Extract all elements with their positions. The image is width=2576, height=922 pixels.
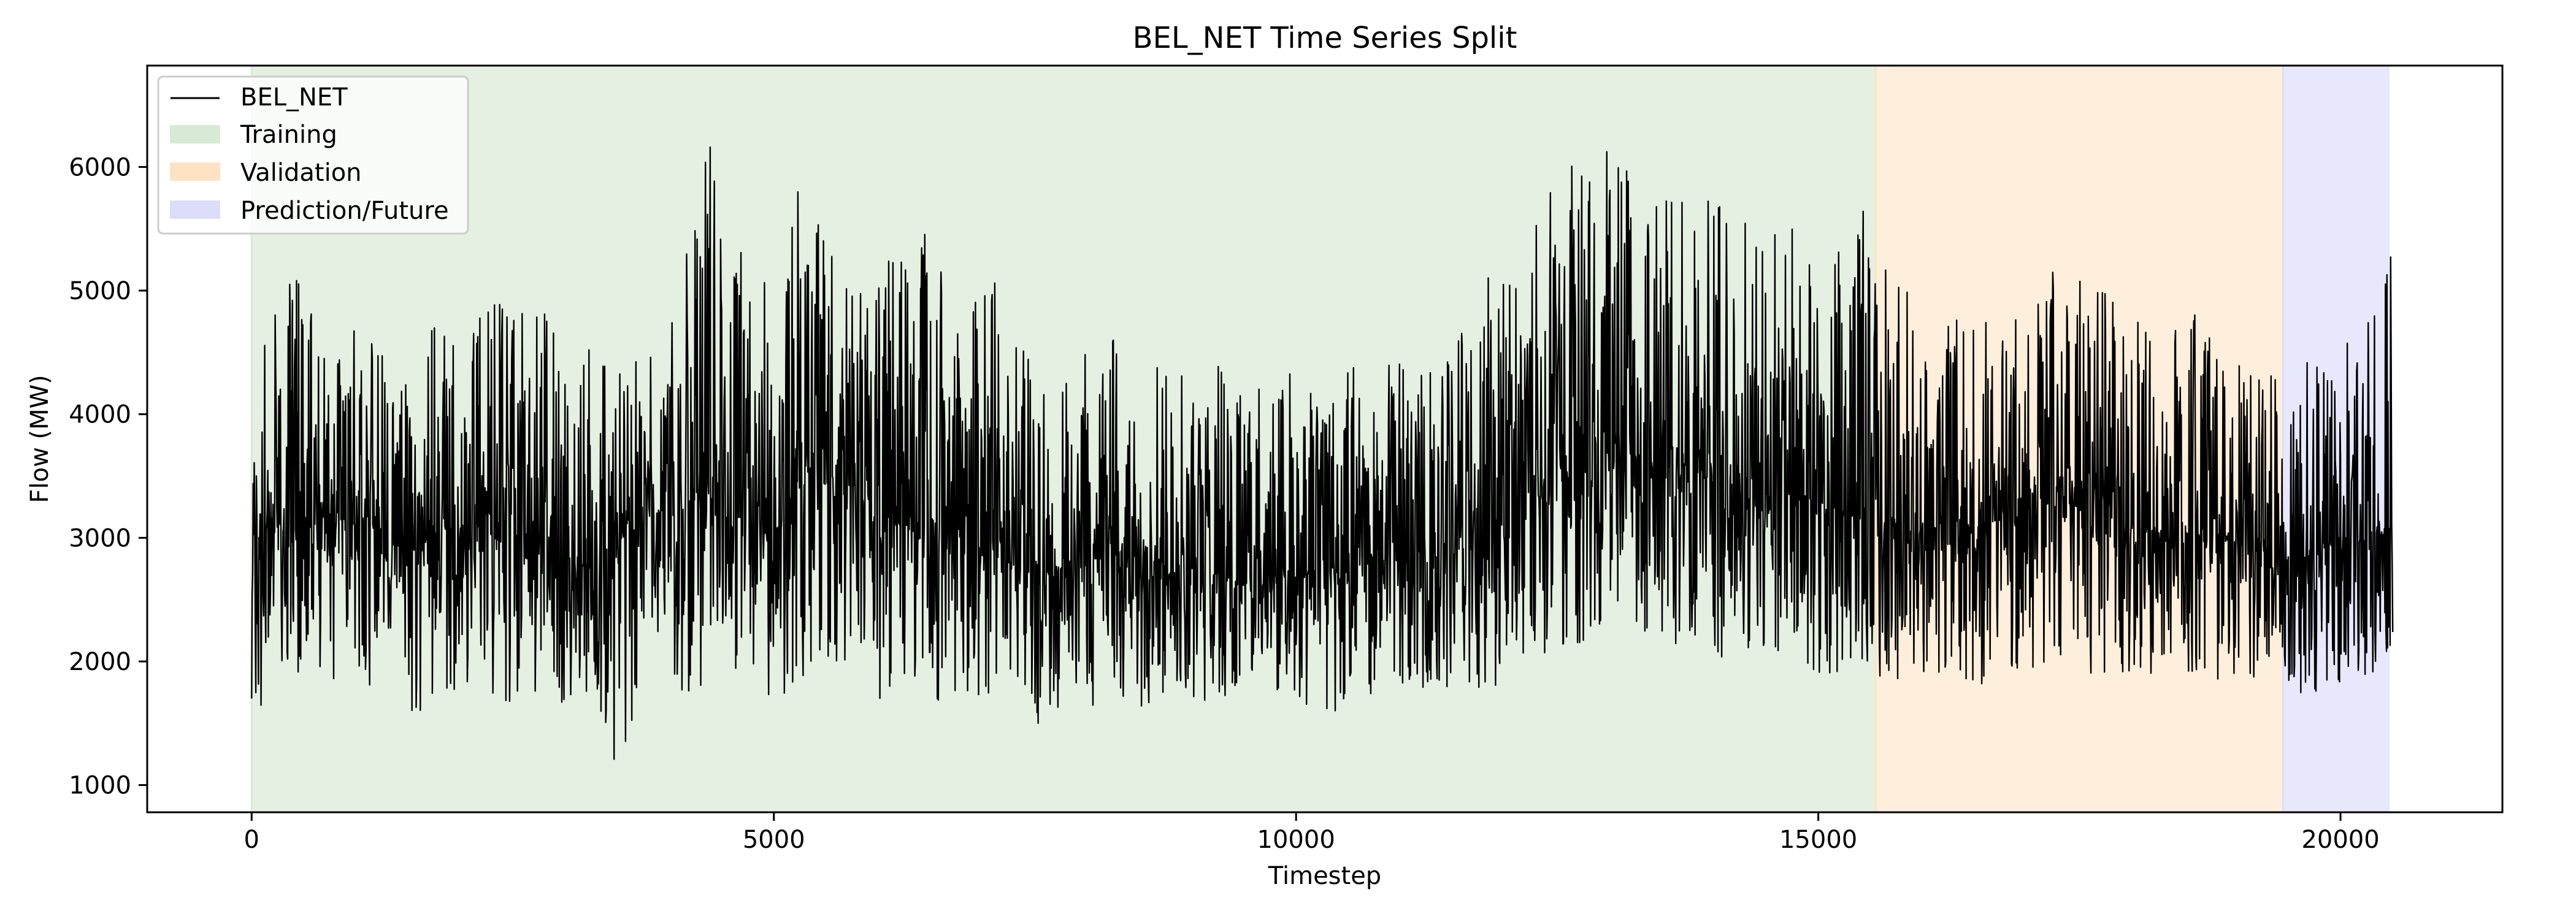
series-layer [251,146,2394,760]
x-tick-label: 0 [244,826,259,854]
y-tick-label: 2000 [69,648,131,676]
x-tick-label: 5000 [743,826,805,854]
x-tick-label: 15000 [1779,826,1857,854]
series-line-bel-net [251,146,2394,760]
legend-swatch-prediction-future [170,200,220,219]
legend: BEL_NET Training Validation Prediction/F… [157,75,469,235]
legend-box [157,75,469,235]
legend-swatch-validation [170,162,220,181]
x-axis-label: Timestep [1268,862,1381,890]
chart-title: BEL_NET Time Series Split [1133,21,1517,55]
y-tick-label: 4000 [69,401,131,429]
legend-label-bel-net: BEL_NET [240,83,348,112]
y-tick-label: 3000 [69,524,131,552]
legend-swatch-training [170,125,220,143]
x-tick-label: 20000 [2301,826,2379,854]
plot-frame [146,64,2504,813]
legend-label-validation: Validation [240,159,362,187]
y-tick-label: 5000 [69,277,131,305]
x-axis-ticks: 0 5000 10000 15000 20000 [244,812,2380,854]
y-tick-label: 1000 [69,772,131,800]
y-tick-label: 6000 [69,153,131,181]
legend-label-training: Training [240,121,337,149]
y-axis-ticks: 1000 2000 3000 4000 5000 6000 [69,153,147,800]
y-axis-label: Flow (MW) [26,375,54,503]
legend-label-prediction-future: Prediction/Future [240,197,449,225]
x-tick-label: 10000 [1257,826,1335,854]
